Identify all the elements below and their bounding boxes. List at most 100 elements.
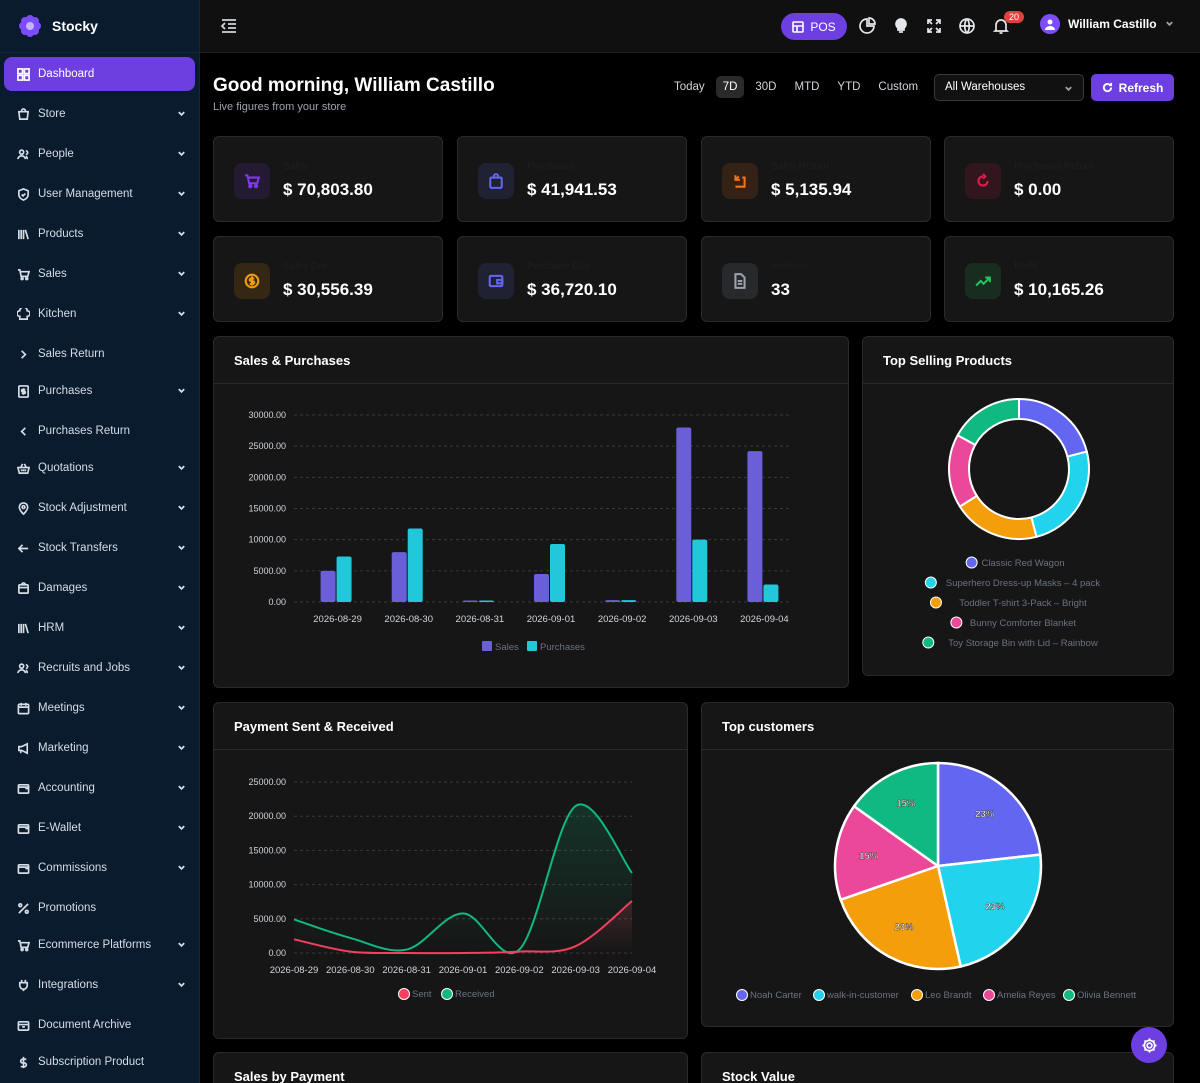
sidebar-item-label: Subscription Product bbox=[38, 1056, 145, 1068]
sidebar-item-stock-adjustment[interactable]: Stock Adjustment bbox=[4, 491, 195, 525]
brand[interactable]: Stocky bbox=[0, 0, 199, 53]
sidebar-item-promotions[interactable]: Promotions bbox=[4, 891, 195, 925]
sidebar-item-label: Products bbox=[38, 228, 84, 240]
pie-chart-icon[interactable] bbox=[858, 17, 876, 35]
legend-swatch bbox=[950, 616, 963, 629]
sidebar-item-label: Store bbox=[38, 108, 66, 120]
slice-label: 23% bbox=[894, 922, 914, 933]
stat-card-profit[interactable]: Profit $ 10,165.26 bbox=[944, 236, 1174, 322]
sidebar-item-e-wallet[interactable]: E-Wallet bbox=[4, 811, 195, 845]
legend-swatch bbox=[1063, 989, 1075, 1001]
bar-purchases bbox=[763, 584, 779, 602]
user-icon bbox=[1045, 19, 1055, 30]
y-tick-label: 5000.00 bbox=[253, 566, 286, 576]
sidebar-item-label: Sales Return bbox=[38, 348, 105, 360]
pos-label: POS bbox=[810, 19, 836, 34]
lightbulb-icon[interactable] bbox=[892, 17, 910, 35]
sidebar-item-stock-transfers[interactable]: Stock Transfers bbox=[4, 531, 195, 565]
stat-card-invoices[interactable]: Invoices 33 bbox=[701, 236, 931, 322]
sidebar-item-document-archive[interactable]: Document Archive bbox=[4, 1008, 195, 1042]
sidebar-item-commissions[interactable]: Commissions bbox=[4, 851, 195, 885]
legend-label: Noah Carter bbox=[750, 990, 802, 1001]
page-subtitle: Live figures from your store bbox=[213, 101, 347, 113]
sidebar-item-subscription-product[interactable]: Subscription Product bbox=[4, 1045, 195, 1079]
refresh-button[interactable]: Refresh bbox=[1091, 74, 1174, 101]
stat-card-sales-due[interactable]: Sales Due $ 30,556.39 bbox=[213, 236, 443, 322]
legend-label: Superhero Dress-up Masks – 4 pack bbox=[946, 578, 1100, 589]
stat-value: 33 bbox=[771, 280, 790, 299]
range-tab-today[interactable]: Today bbox=[674, 81, 705, 93]
stat-card-purchase-due[interactable]: Purchase Due $ 36,720.10 bbox=[457, 236, 687, 322]
card-title: Sales & Purchases bbox=[234, 353, 351, 368]
top-customers-card: Top customers 23% 23% 23% 15% 15% Noah Carter… bbox=[701, 702, 1174, 1027]
stat-card-purchases-return[interactable]: Purchases Return $ 0.00 bbox=[944, 136, 1174, 222]
x-tick-label: 2026-08-31 bbox=[456, 614, 505, 625]
bar-sales bbox=[391, 552, 407, 602]
user-menu[interactable]: William Castillo bbox=[1040, 14, 1174, 34]
range-tab-30d[interactable]: 30D bbox=[755, 81, 777, 93]
bell-icon[interactable] bbox=[992, 17, 1010, 35]
range-tab-custom[interactable]: Custom bbox=[878, 81, 919, 93]
legend-swatch bbox=[922, 636, 935, 649]
sidebar-item-kitchen[interactable]: Kitchen bbox=[4, 297, 195, 331]
sidebar-item-quotations[interactable]: Quotations bbox=[4, 451, 195, 485]
range-tab-ytd[interactable]: YTD bbox=[837, 81, 861, 93]
sidebar-item-label: Document Archive bbox=[38, 1019, 132, 1031]
sidebar-item-sales-return[interactable]: Sales Return bbox=[4, 337, 195, 371]
fullscreen-icon[interactable] bbox=[925, 17, 943, 35]
sidebar-item-products[interactable]: Products bbox=[4, 217, 195, 251]
sidebar-item-label: Purchases Return bbox=[38, 425, 131, 437]
legend-swatch bbox=[965, 556, 978, 569]
cart-icon bbox=[16, 267, 30, 281]
stat-value: $ 5,135.94 bbox=[771, 180, 852, 199]
sidebar-item-label: Commissions bbox=[38, 862, 108, 874]
globe-icon[interactable] bbox=[958, 17, 976, 35]
chevron-down-icon bbox=[1064, 84, 1073, 96]
sidebar-item-integrations[interactable]: Integrations bbox=[4, 968, 195, 1002]
stat-card-sales[interactable]: Sales $ 70,803.80 bbox=[213, 136, 443, 222]
stat-label: Invoices bbox=[771, 261, 808, 272]
range-tab-7d[interactable]: 7D bbox=[715, 76, 745, 98]
warehouse-select[interactable]: All Warehouses bbox=[934, 74, 1084, 101]
chevron-down-icon bbox=[177, 663, 185, 671]
legend-label: Received bbox=[455, 989, 495, 1000]
settings-button[interactable] bbox=[1131, 1027, 1167, 1063]
payments-chart: 0.00 5000.00 10000.00 15000.00 20000.00 25000… bbox=[248, 777, 656, 1000]
sidebar-item-sales[interactable]: Sales bbox=[4, 257, 195, 291]
sidebar-item-hrm[interactable]: HRM bbox=[4, 611, 195, 645]
chevron-down-icon bbox=[177, 743, 185, 751]
sidebar-item-marketing[interactable]: Marketing bbox=[4, 731, 195, 765]
legend-label: Toddler T-shirt 3-Pack – Bright bbox=[959, 598, 1087, 609]
sidebar-item-purchases-return[interactable]: Purchases Return bbox=[4, 414, 195, 448]
sidebar-item-dashboard[interactable]: Dashboard bbox=[4, 57, 195, 91]
sidebar-item-people[interactable]: People bbox=[4, 137, 195, 171]
chevron-down-icon bbox=[177, 309, 185, 317]
bar-purchases bbox=[550, 544, 565, 602]
sidebar-item-user-management[interactable]: User Management bbox=[4, 177, 195, 211]
y-tick-label: 25000.00 bbox=[248, 441, 286, 451]
bar-purchases bbox=[621, 600, 637, 602]
pie-slice bbox=[936, 853, 1043, 968]
stat-card-purchases[interactable]: Purchases $ 41,941.53 bbox=[457, 136, 687, 222]
sidebar-item-damages[interactable]: Damages bbox=[4, 571, 195, 605]
sidebar-item-label: E-Wallet bbox=[38, 822, 82, 834]
bar-sales bbox=[534, 573, 549, 602]
sidebar-item-accounting[interactable]: Accounting bbox=[4, 771, 195, 805]
sidebar-item-store[interactable]: Store bbox=[4, 97, 195, 131]
sidebar-item-label: Promotions bbox=[38, 902, 97, 914]
legend-swatch bbox=[441, 988, 453, 1000]
range-tab-mtd[interactable]: MTD bbox=[794, 81, 820, 93]
dollar-icon bbox=[234, 263, 270, 299]
menu-toggle-icon[interactable] bbox=[220, 18, 238, 34]
stat-card-sales-return[interactable]: Sales Return $ 5,135.94 bbox=[701, 136, 931, 222]
sidebar-item-label: Stock Adjustment bbox=[38, 502, 127, 514]
sidebar-item-purchases[interactable]: Purchases bbox=[4, 374, 195, 408]
stat-label: Purchase Due bbox=[527, 261, 591, 272]
sidebar-item-ecommerce-platforms[interactable]: Ecommerce Platforms bbox=[4, 928, 195, 962]
cart-icon bbox=[16, 938, 30, 952]
sidebar-item-meetings[interactable]: Meetings bbox=[4, 691, 195, 725]
sidebar-item-recruits-and-jobs[interactable]: Recruits and Jobs bbox=[4, 651, 195, 685]
topbar: POS 20 William Castillo bbox=[200, 0, 1200, 53]
pos-button[interactable]: POS bbox=[781, 13, 847, 40]
donut-slice bbox=[956, 397, 1020, 447]
